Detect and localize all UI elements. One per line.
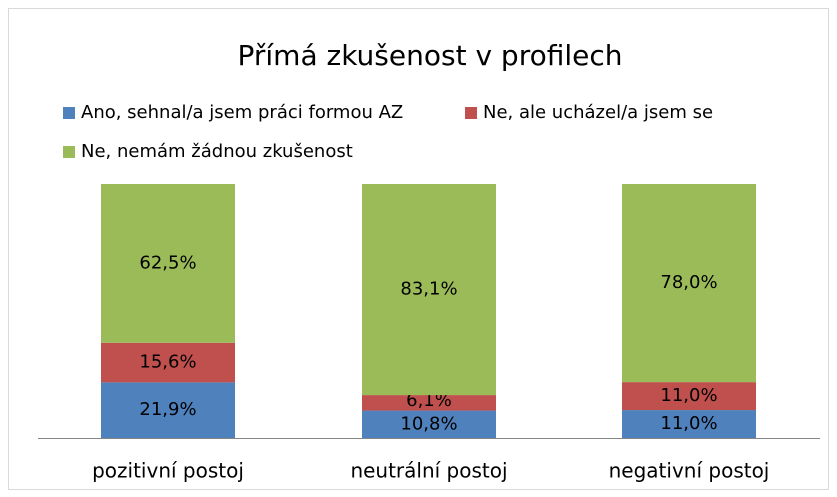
bar-segment [622,410,756,438]
data-label: 83,1% [400,279,457,300]
data-label: 21,9% [139,399,196,420]
bar-segment [101,382,235,438]
data-label: 10,8% [400,413,457,434]
bar-segment [362,184,496,396]
bar-segment [101,184,235,343]
bar-segment [362,410,496,438]
data-label: 11,0% [660,385,717,406]
x-tick-label: neutrální postoj [350,459,507,483]
bar-segment [101,342,235,383]
data-label: 15,6% [139,352,196,373]
legend-swatch [465,107,477,119]
bar-segment [622,382,756,411]
bar-segment [622,184,756,383]
data-label: 11,0% [660,413,717,434]
legend-label: Ano, sehnal/a jsem práci formou AZ [81,102,403,123]
legend-swatch [63,146,75,158]
data-label: 78,0% [660,272,717,293]
legend-label: Ne, nemám žádnou zkušenost [81,141,353,162]
legend-swatch [63,107,75,119]
bar-segment [362,395,496,411]
chart-title: Přímá zkušenost v profilech [237,39,622,72]
x-tick-label: pozitivní postoj [92,459,244,483]
data-label: 62,5% [139,252,196,273]
x-tick-label: negativní postoj [609,459,770,483]
legend-label: Ne, ale ucházel/a jsem se [483,102,713,123]
